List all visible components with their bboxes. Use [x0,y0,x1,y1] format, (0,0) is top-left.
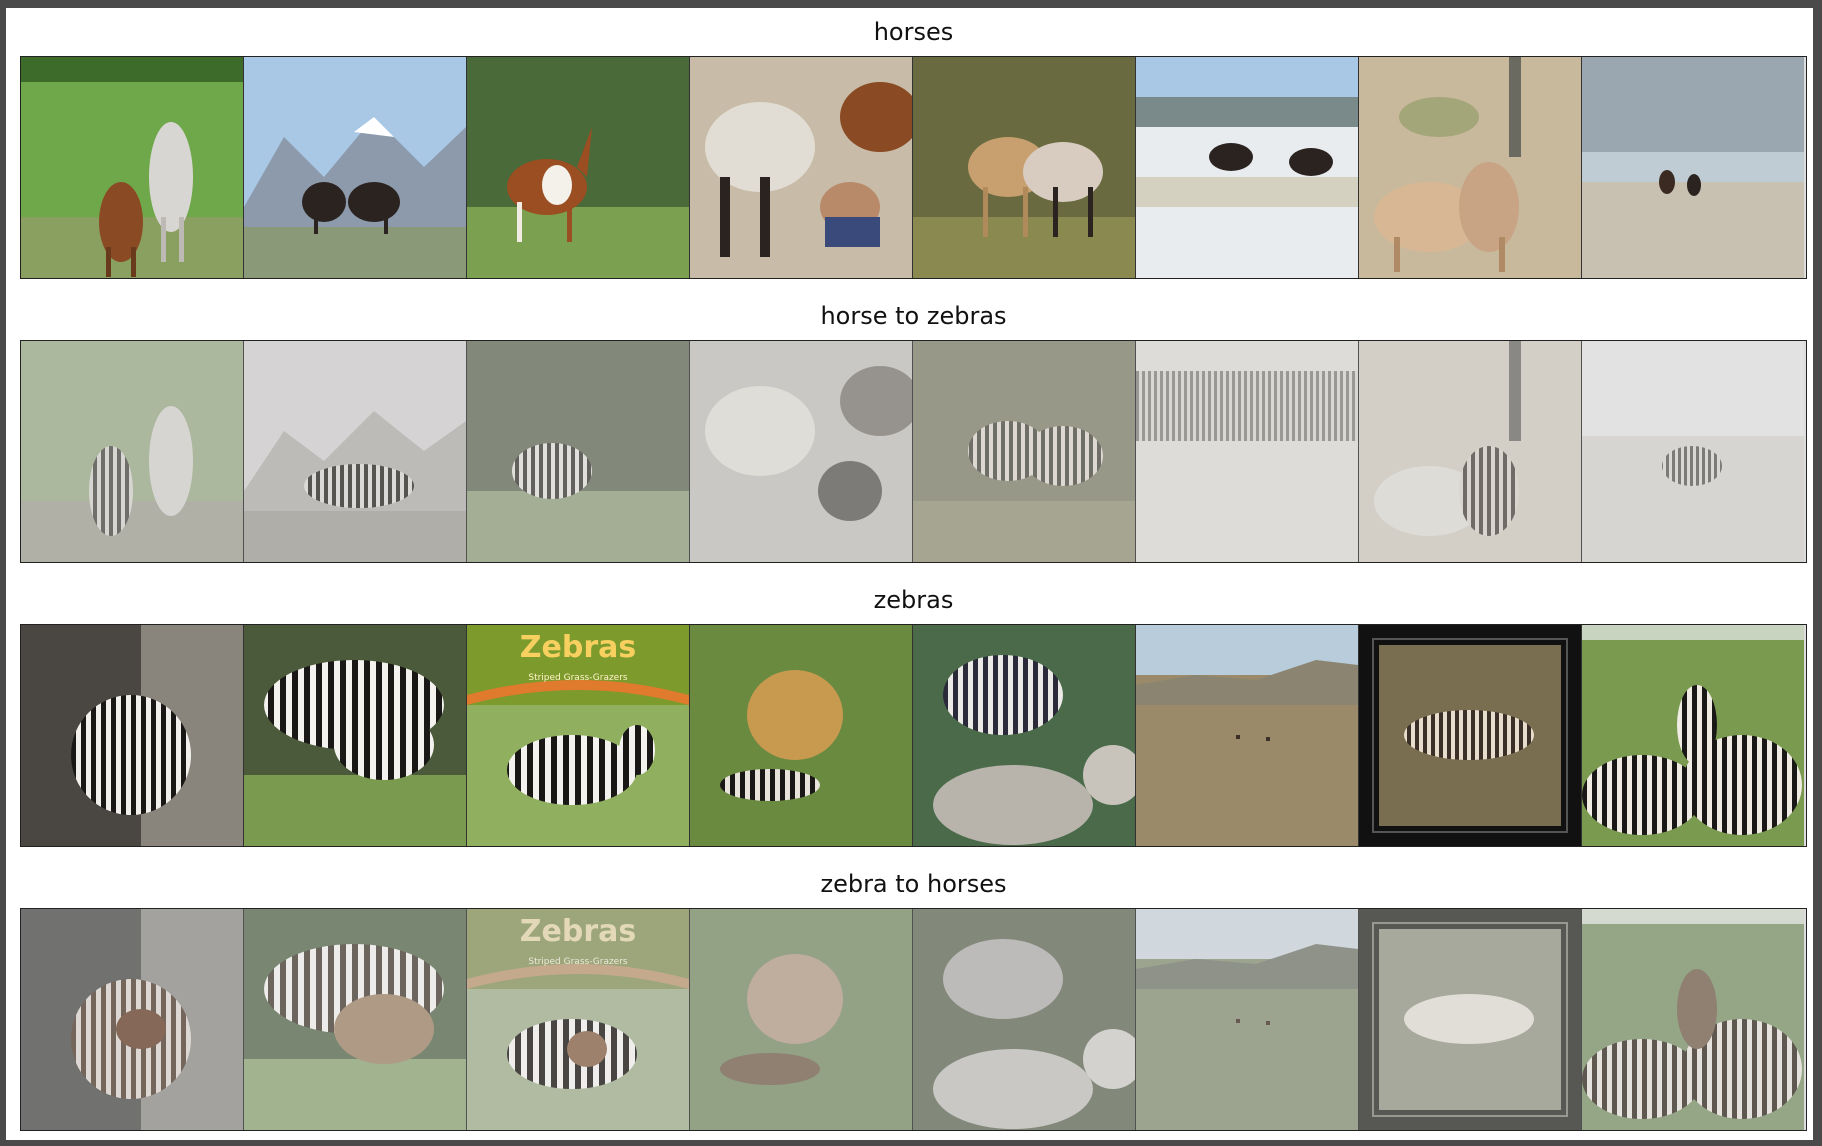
image-horse-8 [1582,57,1804,278]
image-zebra-2 [244,625,467,846]
book-title-text: Zebras [520,914,636,949]
row-title: horses [873,18,954,46]
image-zebra-5 [913,625,1136,846]
row-title: zebra to horses [820,870,1007,898]
image-zebra-to-horse-6 [1136,909,1359,1130]
image-horse-to-zebra-4 [690,341,913,562]
image-strip: Zebras Striped Grass-Grazers [20,624,1807,847]
image-horse-6 [1136,57,1359,278]
image-horse-3 [467,57,690,278]
image-zebra-to-horse-7 [1359,909,1582,1130]
image-horse-to-zebra-8 [1582,341,1804,562]
image-strip [20,56,1807,279]
image-horse-1 [21,57,244,278]
image-zebra-to-horse-3-book: Zebras Striped Grass-Grazers [467,909,690,1130]
image-zebra-7 [1359,625,1582,846]
image-zebra-8 [1582,625,1804,846]
image-zebra-to-horse-8 [1582,909,1804,1130]
image-strip [20,340,1807,563]
image-horse-2 [244,57,467,278]
image-horse-to-zebra-1 [21,341,244,562]
image-zebra-to-horse-5 [913,909,1136,1130]
row-title: horse to zebras [820,302,1007,330]
image-zebra-to-horse-4 [690,909,913,1130]
figure-frame: horses [6,8,1813,1140]
image-horse-7 [1359,57,1582,278]
image-horse-to-zebra-3 [467,341,690,562]
image-zebra-1 [21,625,244,846]
book-subtitle-text: Striped Grass-Grazers [528,957,628,967]
image-zebra-6 [1136,625,1359,846]
image-horse-to-zebra-2 [244,341,467,562]
image-zebra-to-horse-1 [21,909,244,1130]
row-title: zebras [873,586,954,614]
image-zebra-4 [690,625,913,846]
image-horse-to-zebra-5 [913,341,1136,562]
image-zebra-to-horse-2 [244,909,467,1130]
image-horse-to-zebra-6 [1136,341,1359,562]
image-horse-5 [913,57,1136,278]
image-zebra-3-book: Zebras Striped Grass-Grazers [467,625,690,846]
book-subtitle-text: Striped Grass-Grazers [528,673,628,683]
book-title-text: Zebras [520,630,636,665]
image-horse-to-zebra-7 [1359,341,1582,562]
image-strip: Zebras Striped Grass-Grazers [20,908,1807,1131]
image-horse-4 [690,57,913,278]
